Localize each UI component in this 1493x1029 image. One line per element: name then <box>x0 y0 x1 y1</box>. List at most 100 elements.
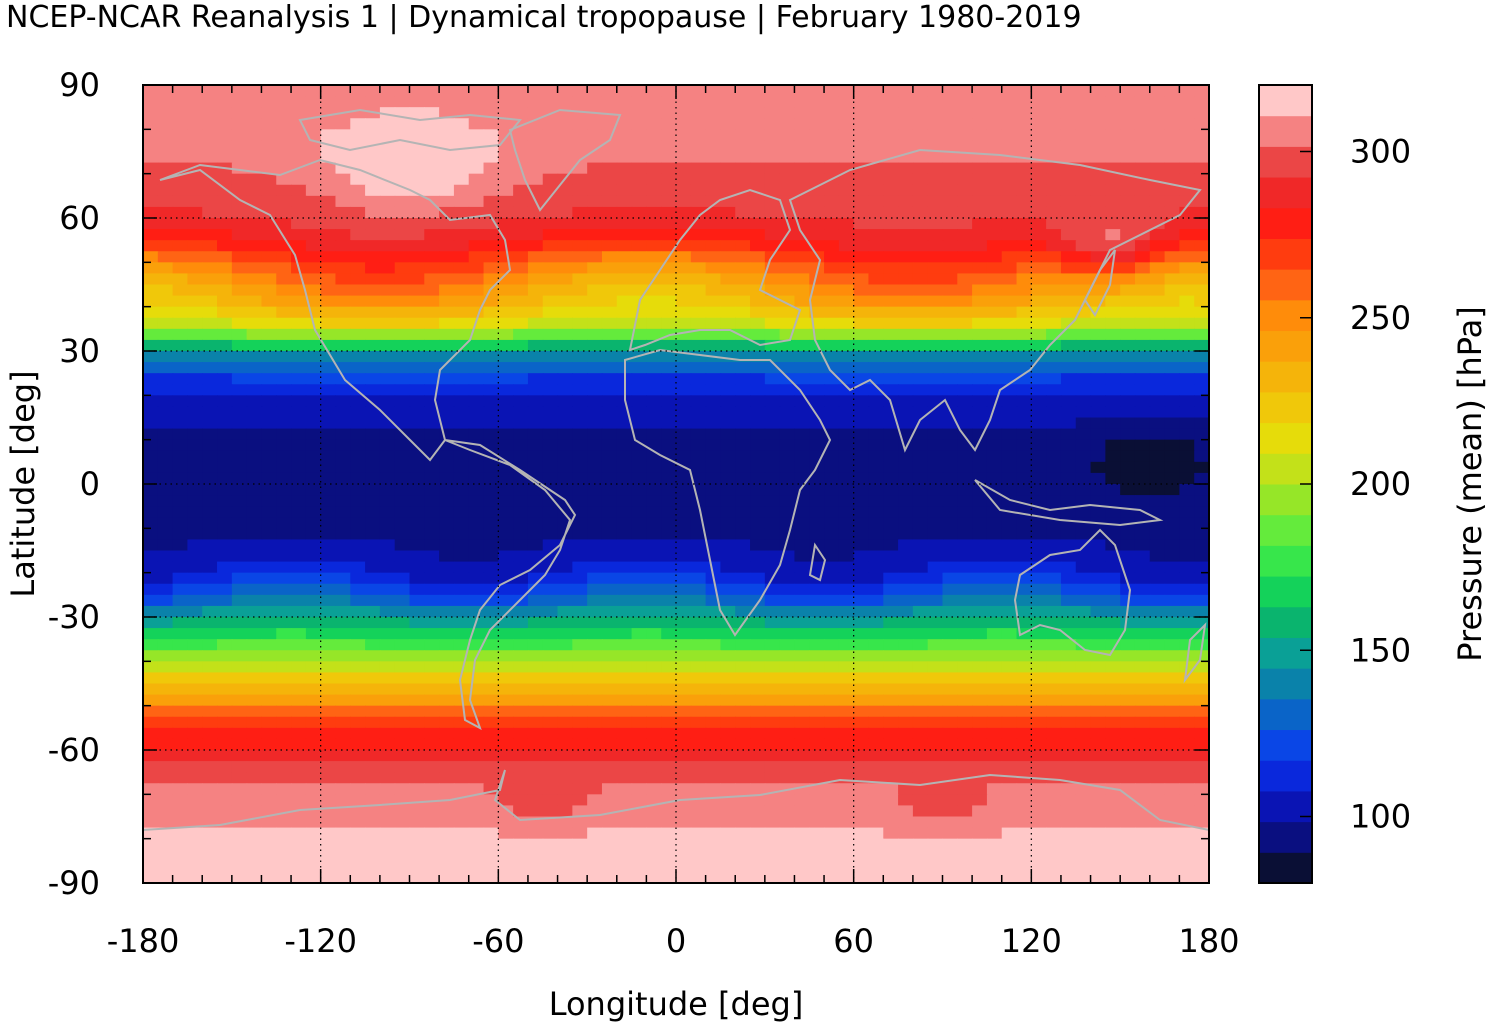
heatmap-cell <box>246 694 263 707</box>
heatmap-cell <box>513 284 529 297</box>
heatmap-cell <box>527 240 544 252</box>
heatmap-cell <box>231 472 248 485</box>
heatmap-cell <box>231 738 248 751</box>
heatmap-cell <box>1016 484 1032 496</box>
heatmap-cell <box>365 683 381 696</box>
heatmap-cell <box>616 683 633 696</box>
heatmap-cell <box>1090 306 1106 319</box>
heatmap-cell <box>217 439 233 452</box>
heatmap-cell <box>868 572 884 585</box>
heatmap-cell <box>868 85 884 97</box>
heatmap-cell <box>1075 273 1092 286</box>
heatmap-cell <box>616 195 633 208</box>
heatmap-cell <box>779 395 796 408</box>
heatmap-cell <box>735 173 751 186</box>
heatmap-cell <box>824 816 840 829</box>
heatmap-cell <box>1134 85 1151 97</box>
heatmap-cell <box>764 816 781 829</box>
heatmap-cell <box>1164 750 1180 762</box>
heatmap-cell <box>542 284 559 297</box>
heatmap-cell <box>217 107 233 119</box>
heatmap-cell <box>439 605 455 618</box>
heatmap-cell <box>1060 417 1077 430</box>
heatmap-cell <box>1164 351 1180 363</box>
heatmap-cell <box>912 439 929 452</box>
heatmap-cell <box>868 605 884 618</box>
heatmap-cell <box>394 317 411 330</box>
heatmap-cell <box>809 528 825 541</box>
heatmap-cell <box>424 339 440 352</box>
heatmap-cell <box>616 218 633 230</box>
heatmap-cell <box>335 672 351 685</box>
heatmap-cell <box>661 306 677 319</box>
heatmap-cell <box>261 727 277 740</box>
heatmap-cell <box>1001 439 1018 452</box>
heatmap-cell <box>1134 439 1151 452</box>
heatmap-cell <box>927 495 944 507</box>
heatmap-cell <box>1179 583 1195 596</box>
heatmap-cell <box>172 406 189 419</box>
heatmap-cell <box>305 572 322 585</box>
heatmap-cell <box>350 727 366 740</box>
heatmap-cell <box>676 439 692 452</box>
heatmap-cell <box>601 428 618 441</box>
heatmap-cell <box>986 727 1003 740</box>
heatmap-cell <box>320 628 337 640</box>
heatmap-cell <box>394 517 411 529</box>
heatmap-cell <box>927 85 944 97</box>
heatmap-cell <box>1060 495 1077 507</box>
heatmap-cell <box>661 528 677 541</box>
heatmap-cell <box>1060 572 1077 585</box>
heatmap-cell <box>483 129 499 142</box>
heatmap-cell <box>261 805 277 818</box>
heatmap-cell <box>853 151 870 164</box>
heatmap-cell <box>1016 661 1032 674</box>
heatmap-cell <box>320 484 337 496</box>
heatmap-cell <box>1105 639 1121 651</box>
heatmap-cell <box>986 339 1003 352</box>
heatmap-cell <box>350 373 366 385</box>
heatmap-cell <box>246 605 263 618</box>
heatmap-cell <box>231 727 248 740</box>
heatmap-cell <box>261 262 277 275</box>
heatmap-cell <box>143 772 159 784</box>
heatmap-cell <box>231 295 248 308</box>
heatmap-cell <box>601 517 618 529</box>
heatmap-cell <box>809 816 825 829</box>
heatmap-cell <box>750 628 766 640</box>
heatmap-cell <box>409 351 425 363</box>
heatmap-cell <box>172 373 189 385</box>
heatmap-cell <box>690 650 707 662</box>
heatmap-cell <box>957 838 973 851</box>
heatmap-cell <box>942 362 958 374</box>
heatmap-cell <box>986 506 1003 518</box>
heatmap-cell <box>912 661 929 674</box>
heatmap-cell <box>764 628 781 640</box>
heatmap-cell <box>172 173 189 186</box>
heatmap-cell <box>646 539 662 552</box>
heatmap-cell <box>335 639 351 651</box>
heatmap-cell <box>883 262 899 275</box>
heatmap-cell <box>676 406 692 419</box>
heatmap-cell <box>379 805 396 818</box>
heatmap-cell <box>986 96 1003 108</box>
heatmap-cell <box>172 218 189 230</box>
heatmap-cell <box>1149 705 1166 718</box>
heatmap-cell <box>1090 129 1106 142</box>
heatmap-cell <box>231 439 248 452</box>
heatmap-cell <box>217 849 233 862</box>
heatmap-cell <box>779 805 796 818</box>
heatmap-cell <box>912 273 929 286</box>
heatmap-cell <box>1016 262 1032 275</box>
heatmap-cell <box>350 362 366 374</box>
heatmap-cell <box>1134 362 1151 374</box>
heatmap-cell <box>453 162 470 175</box>
heatmap-cell <box>601 661 618 674</box>
heatmap-cell <box>705 461 722 474</box>
heatmap-cell <box>202 417 218 430</box>
heatmap-cell <box>365 738 381 751</box>
heatmap-cell <box>750 406 766 419</box>
heatmap-cell <box>750 639 766 651</box>
heatmap-cell <box>187 683 203 696</box>
heatmap-cell <box>187 218 203 230</box>
